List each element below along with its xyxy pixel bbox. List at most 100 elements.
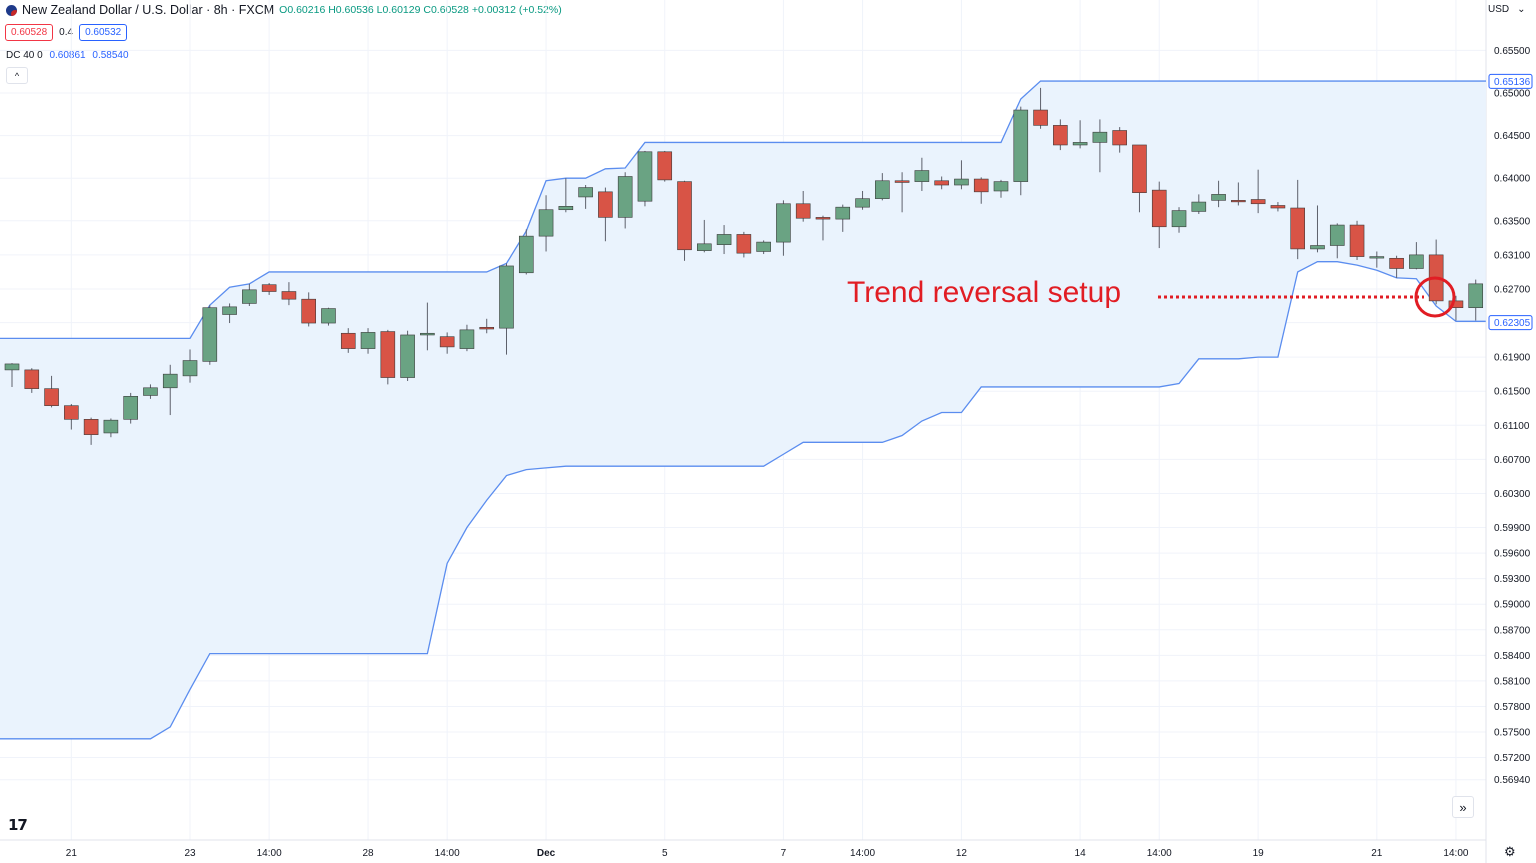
- candle-body: [182, 360, 198, 377]
- candle-body: [736, 234, 752, 254]
- buy-price-button[interactable]: 0.60532: [79, 24, 128, 41]
- indicator-name: DC 40 0: [6, 50, 43, 61]
- candle-body: [83, 419, 99, 435]
- chevron-up-icon: ^: [14, 70, 20, 81]
- candle-body: [261, 284, 277, 292]
- time-tick-label: 12: [956, 848, 968, 859]
- price-tick-label: 0.59300: [1494, 574, 1531, 585]
- currency-label: USD: [1488, 4, 1510, 15]
- trade-panel: 0.60528 0.4 0.60532: [5, 24, 128, 41]
- candle-body: [993, 181, 1009, 192]
- time-tick-label: 19: [1253, 848, 1265, 859]
- price-tick-label: 0.58700: [1494, 625, 1531, 636]
- candle-body: [44, 388, 59, 406]
- candle-body: [459, 329, 475, 349]
- price-tick-label: 0.61500: [1494, 387, 1531, 398]
- candle-body: [855, 198, 870, 208]
- candle-body: [1191, 201, 1207, 212]
- price-tick-label: 0.59900: [1494, 523, 1531, 534]
- price-tick-label: 0.60700: [1494, 455, 1531, 466]
- channel-lower-line: [0, 261, 1486, 740]
- time-tick-label: 14:00: [257, 848, 282, 859]
- candle-body: [1092, 131, 1108, 143]
- candle-body: [162, 373, 178, 389]
- collapse-legend-button[interactable]: ^: [6, 67, 28, 84]
- sell-price-button[interactable]: 0.60528: [5, 24, 54, 41]
- candle-body: [914, 170, 930, 182]
- candle-body: [24, 369, 40, 389]
- price-tick-label: 0.65500: [1494, 46, 1531, 57]
- candle-body: [479, 326, 495, 330]
- candle-body: [1389, 257, 1404, 269]
- time-tick-label: 28: [362, 848, 374, 859]
- price-tick-label: 0.58100: [1494, 676, 1531, 687]
- candle-body: [518, 235, 534, 274]
- chart-header: New Zealand Dollar / U.S. Dollar · 8h · …: [6, 3, 562, 17]
- indicator-lower-value: 0.58540: [92, 50, 129, 61]
- candle-body: [103, 419, 119, 434]
- candle-body: [696, 243, 712, 251]
- candle-body: [1231, 200, 1246, 203]
- candle-body: [1349, 224, 1365, 257]
- tradingview-logo[interactable]: 17: [8, 816, 28, 834]
- candle-body: [657, 151, 673, 181]
- time-tick-label: 21: [1371, 848, 1383, 859]
- candle-body: [202, 307, 218, 362]
- candle-body: [242, 289, 257, 304]
- candle-body: [301, 298, 317, 324]
- chevron-down-icon: ⌄: [1517, 4, 1526, 15]
- time-tick-label: 7: [781, 848, 787, 859]
- time-tick-label: 14:00: [1443, 848, 1468, 859]
- candle-body: [360, 332, 376, 349]
- nzd-usd-flag-icon: [6, 4, 17, 16]
- double-chevron-right-icon: »: [1459, 799, 1467, 815]
- price-marker-label: 0.62305: [1494, 318, 1531, 329]
- candle-body: [1171, 210, 1187, 228]
- candle-body: [637, 151, 653, 202]
- currency-selector[interactable]: USD ⌄: [1488, 4, 1526, 15]
- candle-body: [578, 187, 593, 198]
- price-tick-label: 0.59600: [1494, 549, 1531, 560]
- price-tick-label: 0.62700: [1494, 284, 1531, 295]
- channel-fill: [0, 81, 1486, 739]
- scroll-to-realtime-button[interactable]: »: [1452, 796, 1474, 818]
- price-tick-label: 0.57500: [1494, 728, 1531, 739]
- candle-body: [558, 206, 574, 211]
- candle-body: [222, 306, 237, 315]
- time-tick-label: 23: [184, 848, 196, 859]
- symbol-title[interactable]: New Zealand Dollar / U.S. Dollar · 8h · …: [22, 3, 275, 17]
- candle-body: [538, 209, 554, 237]
- price-tick-label: 0.60300: [1494, 489, 1531, 500]
- candle-body: [776, 203, 791, 243]
- candle-body: [1151, 189, 1167, 228]
- spread-value: 0.4: [59, 27, 74, 38]
- candle-body: [1112, 130, 1127, 146]
- candle-body: [123, 396, 138, 420]
- price-tick-label: 0.57800: [1494, 702, 1531, 713]
- candle-body: [1250, 199, 1266, 205]
- candle-body: [499, 265, 514, 329]
- candle-body: [677, 181, 692, 251]
- annotation-circle: [1414, 276, 1456, 318]
- candle-body: [1329, 224, 1345, 246]
- candle-body: [1310, 245, 1325, 250]
- settings-gear-icon[interactable]: ⚙: [1504, 844, 1516, 859]
- time-tick-label: 14:00: [1147, 848, 1172, 859]
- candle-body: [439, 336, 455, 348]
- price-tick-label: 0.59000: [1494, 600, 1531, 611]
- indicator-legend[interactable]: DC 40 0 0.60861 0.58540: [6, 50, 129, 61]
- time-tick-label: 14: [1075, 848, 1087, 859]
- price-tick-label: 0.63500: [1494, 216, 1531, 227]
- time-tick-label: 21: [66, 848, 78, 859]
- price-tick-label: 0.57200: [1494, 753, 1531, 764]
- candle-body: [795, 203, 811, 219]
- price-marker-box: [1488, 315, 1533, 331]
- candle-body: [1290, 207, 1305, 250]
- price-tick-label: 0.58400: [1494, 651, 1531, 662]
- time-tick-label: Dec: [537, 848, 556, 859]
- time-tick-label: 5: [662, 848, 668, 859]
- candle-body: [716, 234, 732, 245]
- candle-body: [4, 363, 20, 371]
- candle-body: [756, 241, 771, 252]
